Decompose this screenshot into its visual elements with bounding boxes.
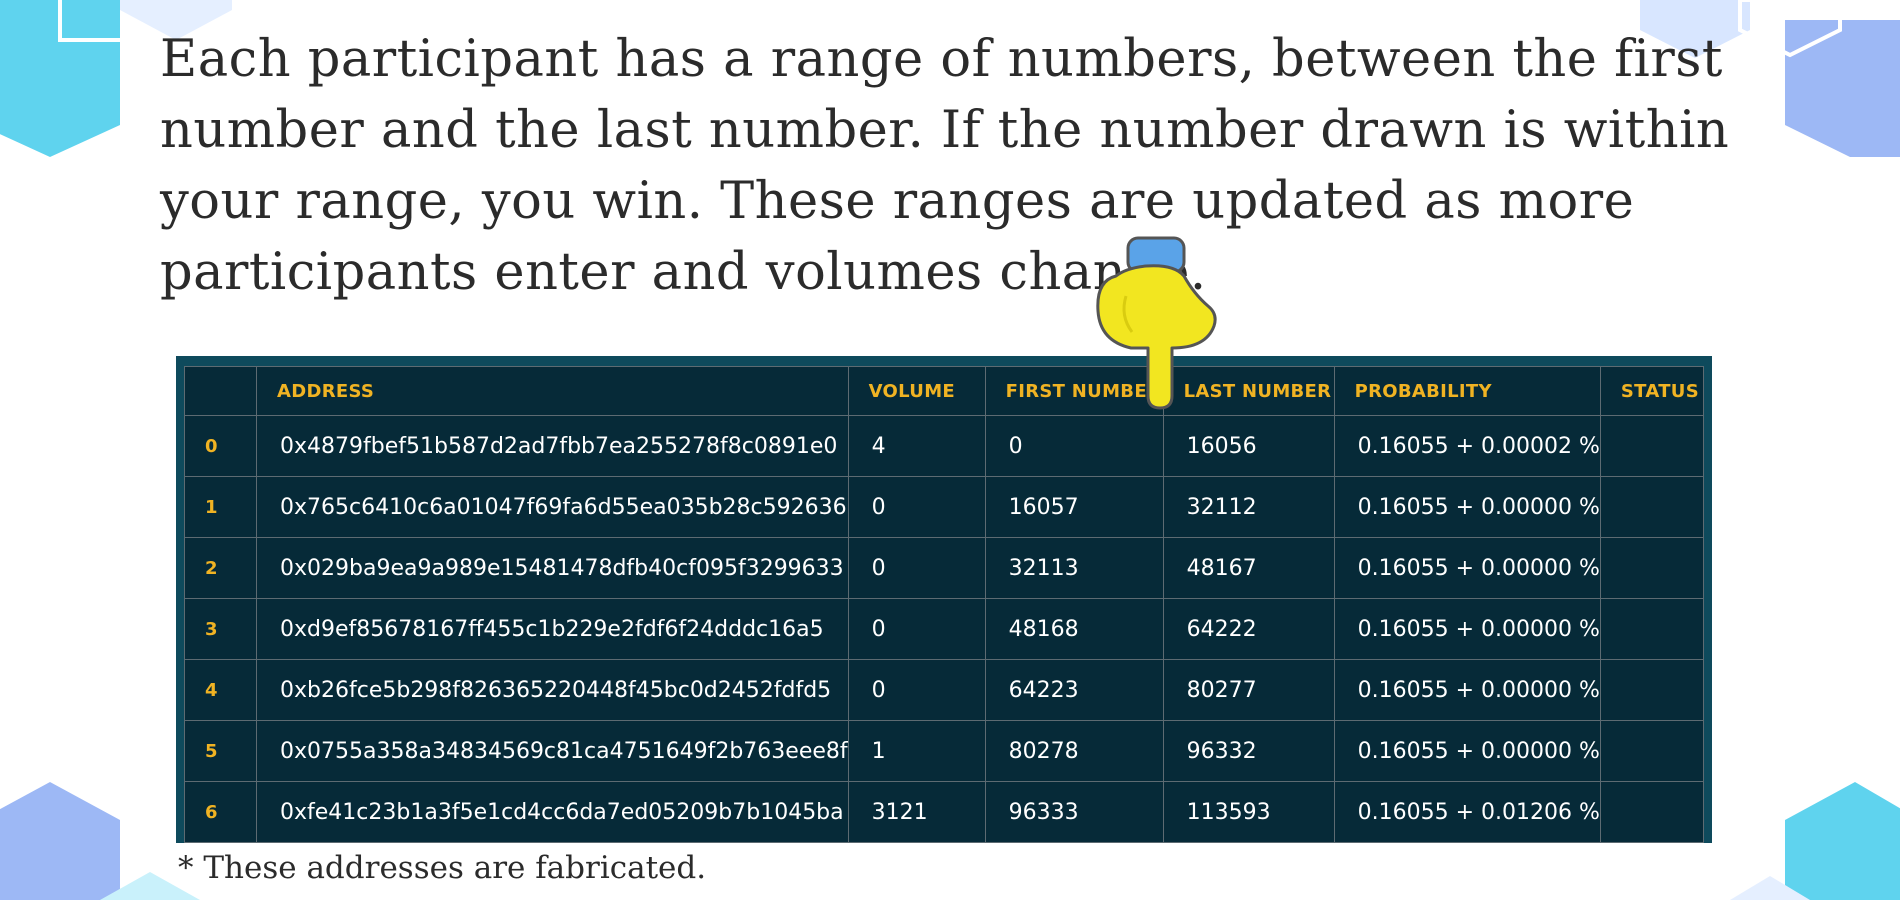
status-cell [1599,476,1705,538]
hexagon-icon [1640,0,1750,58]
hexagon-outline-icon [1738,0,1842,58]
address-cell: 0xfe41c23b1a3f5e1cd4cc6da7ed05209b7b1045… [256,781,849,843]
footnote: * These addresses are fabricated. [178,850,707,886]
pointing-hand-cursor-icon [1096,236,1217,410]
address-cell: 0x029ba9ea9a989e15481478dfb40cf095f32996… [256,537,849,599]
table-row: 6 0xfe41c23b1a3f5e1cd4cc6da7ed05209b7b10… [184,781,1705,843]
last-number-cell: 48167 [1162,537,1335,599]
first-number-cell: 64223 [984,659,1164,721]
column-header-volume[interactable]: VOLUME [847,366,986,416]
hexagon-decoration-bottom-right [1730,782,1900,900]
hexagon-icon [100,872,200,900]
row-index: 0 [184,415,257,477]
table-row: 5 0x0755a358a34834569c81ca4751649f2b763e… [184,720,1705,782]
row-index: 4 [184,659,257,721]
column-header-probability[interactable]: PROBABILITY [1333,366,1601,416]
last-number-cell: 16056 [1162,415,1335,477]
table-row: 3 0xd9ef85678167ff455c1b229e2fdf6f24dddc… [184,598,1705,660]
hexagon-icon [120,0,232,40]
hexagon-icon [1785,782,1900,900]
volume-cell: 4 [847,415,986,477]
address-cell: 0xd9ef85678167ff455c1b229e2fdf6f24dddc16… [256,598,849,660]
first-number-cell: 32113 [984,537,1164,599]
first-number-cell: 48168 [984,598,1164,660]
hexagon-decoration-bottom-left [0,782,200,900]
status-cell [1599,415,1705,477]
first-number-cell: 16057 [984,476,1164,538]
hexagon-icon [0,782,120,900]
volume-cell: 3121 [847,781,986,843]
table-row: 0 0x4879fbef51b587d2ad7fbb7ea255278f8c08… [184,415,1705,477]
hexagon-icon [1785,20,1900,157]
last-number-cell: 64222 [1162,598,1335,660]
table-row: 1 0x765c6410c6a01047f69fa6d55ea035b28c59… [184,476,1705,538]
table-row: 2 0x029ba9ea9a989e15481478dfb40cf095f329… [184,537,1705,599]
first-number-cell: 96333 [984,781,1164,843]
volume-cell: 1 [847,720,986,782]
first-number-cell: 80278 [984,720,1164,782]
probability-cell: 0.16055 + 0.01206 % [1333,781,1601,843]
intro-paragraph: Each participant has a range of numbers,… [160,30,1730,302]
participants-table-container: ADDRESS VOLUME FIRST NUMBER LAST NUMBER … [176,356,1712,843]
status-cell [1599,598,1705,660]
participants-table: ADDRESS VOLUME FIRST NUMBER LAST NUMBER … [184,366,1705,843]
hexagon-outline-icon [58,0,132,42]
last-number-cell: 32112 [1162,476,1335,538]
probability-cell: 0.16055 + 0.00000 % [1333,537,1601,599]
last-number-cell: 113593 [1162,781,1335,843]
column-header-address[interactable]: ADDRESS [256,366,849,416]
volume-cell: 0 [847,476,986,538]
row-index: 6 [184,781,257,843]
status-cell [1599,720,1705,782]
row-index: 5 [184,720,257,782]
probability-cell: 0.16055 + 0.00000 % [1333,476,1601,538]
row-index: 1 [184,476,257,538]
column-header-status[interactable]: STATUS [1599,366,1705,416]
table-header-row: ADDRESS VOLUME FIRST NUMBER LAST NUMBER … [184,366,1705,416]
row-index: 2 [184,537,257,599]
hexagon-decoration-top-right [1640,0,1900,157]
column-header-last-number[interactable]: LAST NUMBER [1162,366,1335,416]
volume-cell: 0 [847,659,986,721]
address-cell: 0xb26fce5b298f826365220448f45bc0d2452fdf… [256,659,849,721]
address-cell: 0x0755a358a34834569c81ca4751649f2b763eee… [256,720,849,782]
first-number-cell: 0 [984,415,1164,477]
hexagon-decoration-top-left [0,0,232,157]
probability-cell: 0.16055 + 0.00000 % [1333,720,1601,782]
column-header-index [184,366,257,416]
last-number-cell: 96332 [1162,720,1335,782]
table-row: 4 0xb26fce5b298f826365220448f45bc0d2452f… [184,659,1705,721]
status-cell [1599,781,1705,843]
probability-cell: 0.16055 + 0.00002 % [1333,415,1601,477]
row-index: 3 [184,598,257,660]
last-number-cell: 80277 [1162,659,1335,721]
address-cell: 0x4879fbef51b587d2ad7fbb7ea255278f8c0891… [256,415,849,477]
address-cell: 0x765c6410c6a01047f69fa6d55ea035b28c5926… [256,476,849,538]
volume-cell: 0 [847,537,986,599]
status-cell [1599,659,1705,721]
volume-cell: 0 [847,598,986,660]
probability-cell: 0.16055 + 0.00000 % [1333,598,1601,660]
status-cell [1599,537,1705,599]
hexagon-icon [1730,876,1810,900]
probability-cell: 0.16055 + 0.00000 % [1333,659,1601,721]
